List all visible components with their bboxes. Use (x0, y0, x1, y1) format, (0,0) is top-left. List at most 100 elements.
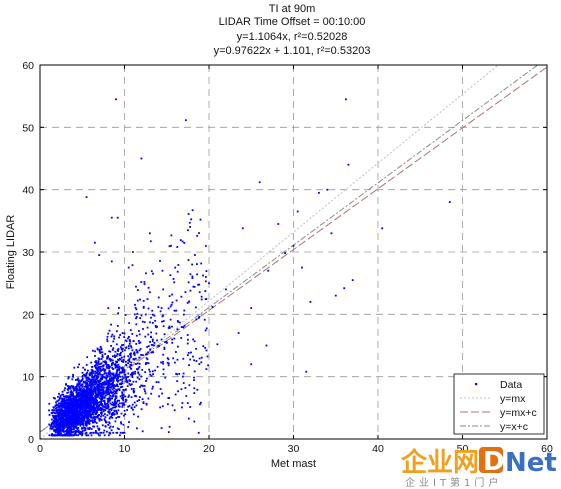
data-point-3073 (91, 372, 94, 375)
data-point-1978 (110, 386, 112, 389)
data-point-2333 (55, 403, 58, 406)
data-point-2966 (133, 354, 136, 357)
data-point-2127 (137, 415, 139, 418)
data-point-1384 (96, 396, 99, 398)
data-point-1272 (59, 405, 61, 408)
data-point-14 (330, 232, 333, 235)
data-point-2528 (92, 392, 94, 395)
data-point-2557 (113, 390, 116, 392)
data-point-3107 (96, 377, 99, 380)
data-point-2212 (135, 349, 138, 351)
data-point-2228 (96, 401, 99, 403)
data-point-2690 (125, 340, 128, 343)
data-point-2396 (101, 355, 104, 358)
data-point-2907 (86, 376, 88, 379)
data-point-3131 (191, 209, 194, 212)
data-point-733 (83, 417, 86, 419)
data-point-3137 (65, 418, 67, 420)
data-point-902 (100, 351, 103, 354)
data-point-2486 (89, 384, 92, 386)
data-point-2450 (77, 410, 79, 413)
data-point-2661 (138, 378, 141, 381)
data-point-2213 (93, 411, 95, 414)
data-point-2988 (144, 313, 147, 316)
data-point-232 (121, 406, 124, 408)
data-point-2423 (57, 404, 59, 407)
data-point-1480 (113, 413, 116, 415)
data-point-2857 (174, 361, 176, 364)
data-point-592 (77, 434, 79, 437)
data-point-1362 (91, 419, 94, 422)
data-point-2063 (68, 387, 71, 390)
title-line-1: TI at 90m (269, 3, 315, 15)
data-point-2796 (72, 392, 74, 395)
data-point-1747 (120, 371, 122, 374)
data-point-2779 (66, 385, 69, 387)
data-point-2720 (116, 325, 119, 327)
data-point-3021 (117, 350, 119, 352)
data-point-2570 (167, 364, 170, 367)
data-point-1655 (77, 383, 80, 385)
data-point-1580 (95, 361, 98, 364)
data-point-2496 (83, 389, 86, 392)
data-point-2676 (123, 332, 126, 335)
data-point-727 (113, 363, 116, 366)
data-point-815 (182, 326, 185, 328)
data-point-1167 (145, 353, 148, 356)
data-point-2776 (187, 213, 190, 215)
data-point-1865 (116, 364, 119, 367)
data-point-2977 (142, 300, 145, 302)
data-point-37 (149, 232, 151, 235)
data-point-2853 (132, 391, 135, 394)
data-point-1280 (99, 409, 102, 412)
data-point-2768 (100, 347, 103, 350)
data-point-819 (95, 413, 97, 416)
data-point-1996 (112, 412, 115, 415)
data-point-2151 (104, 376, 107, 379)
data-point-2887 (160, 427, 163, 429)
data-point-3051 (163, 333, 166, 336)
data-point-2625 (103, 376, 105, 379)
data-point-2510 (75, 417, 78, 420)
data-point-3112 (193, 420, 196, 423)
data-point-2890 (119, 431, 122, 434)
data-point-1815 (77, 398, 80, 401)
data-point-1064 (52, 397, 55, 399)
data-point-2500 (114, 398, 116, 401)
data-point-2144 (69, 386, 72, 389)
data-point-2978 (67, 377, 70, 380)
data-point-2172 (111, 382, 114, 384)
data-point-1973 (68, 399, 71, 401)
data-point-2888 (164, 341, 166, 343)
data-point-248 (125, 376, 128, 379)
data-point-2229 (138, 399, 140, 401)
data-point-1481 (113, 384, 116, 386)
data-point-1230 (50, 422, 53, 425)
data-point-2453 (83, 407, 85, 410)
data-point-31 (237, 332, 240, 334)
data-point-2654 (189, 406, 192, 408)
data-point-2535 (62, 414, 65, 417)
data-point-1903 (91, 378, 94, 381)
data-point-3085 (83, 395, 86, 397)
data-point-2614 (53, 419, 55, 422)
data-point-2643 (68, 417, 71, 419)
data-point-2931 (67, 396, 70, 398)
data-point-1332 (115, 411, 118, 414)
data-point-836 (85, 364, 88, 366)
data-point-1753 (125, 377, 127, 380)
data-point-2523 (117, 376, 119, 378)
data-point-1837 (60, 403, 63, 406)
data-point-1781 (55, 415, 58, 417)
data-point-3142 (188, 300, 191, 303)
data-point-2331 (97, 366, 100, 368)
data-point-2164 (112, 355, 114, 358)
data-point-2345 (70, 400, 72, 403)
data-point-1237 (57, 395, 59, 398)
data-point-2014 (109, 350, 112, 353)
legend-label-3: y=x+c (500, 421, 528, 433)
data-point-2806 (100, 411, 103, 414)
data-point-1793 (90, 414, 92, 416)
data-point-1422 (107, 391, 109, 393)
data-point-1235 (106, 367, 109, 369)
